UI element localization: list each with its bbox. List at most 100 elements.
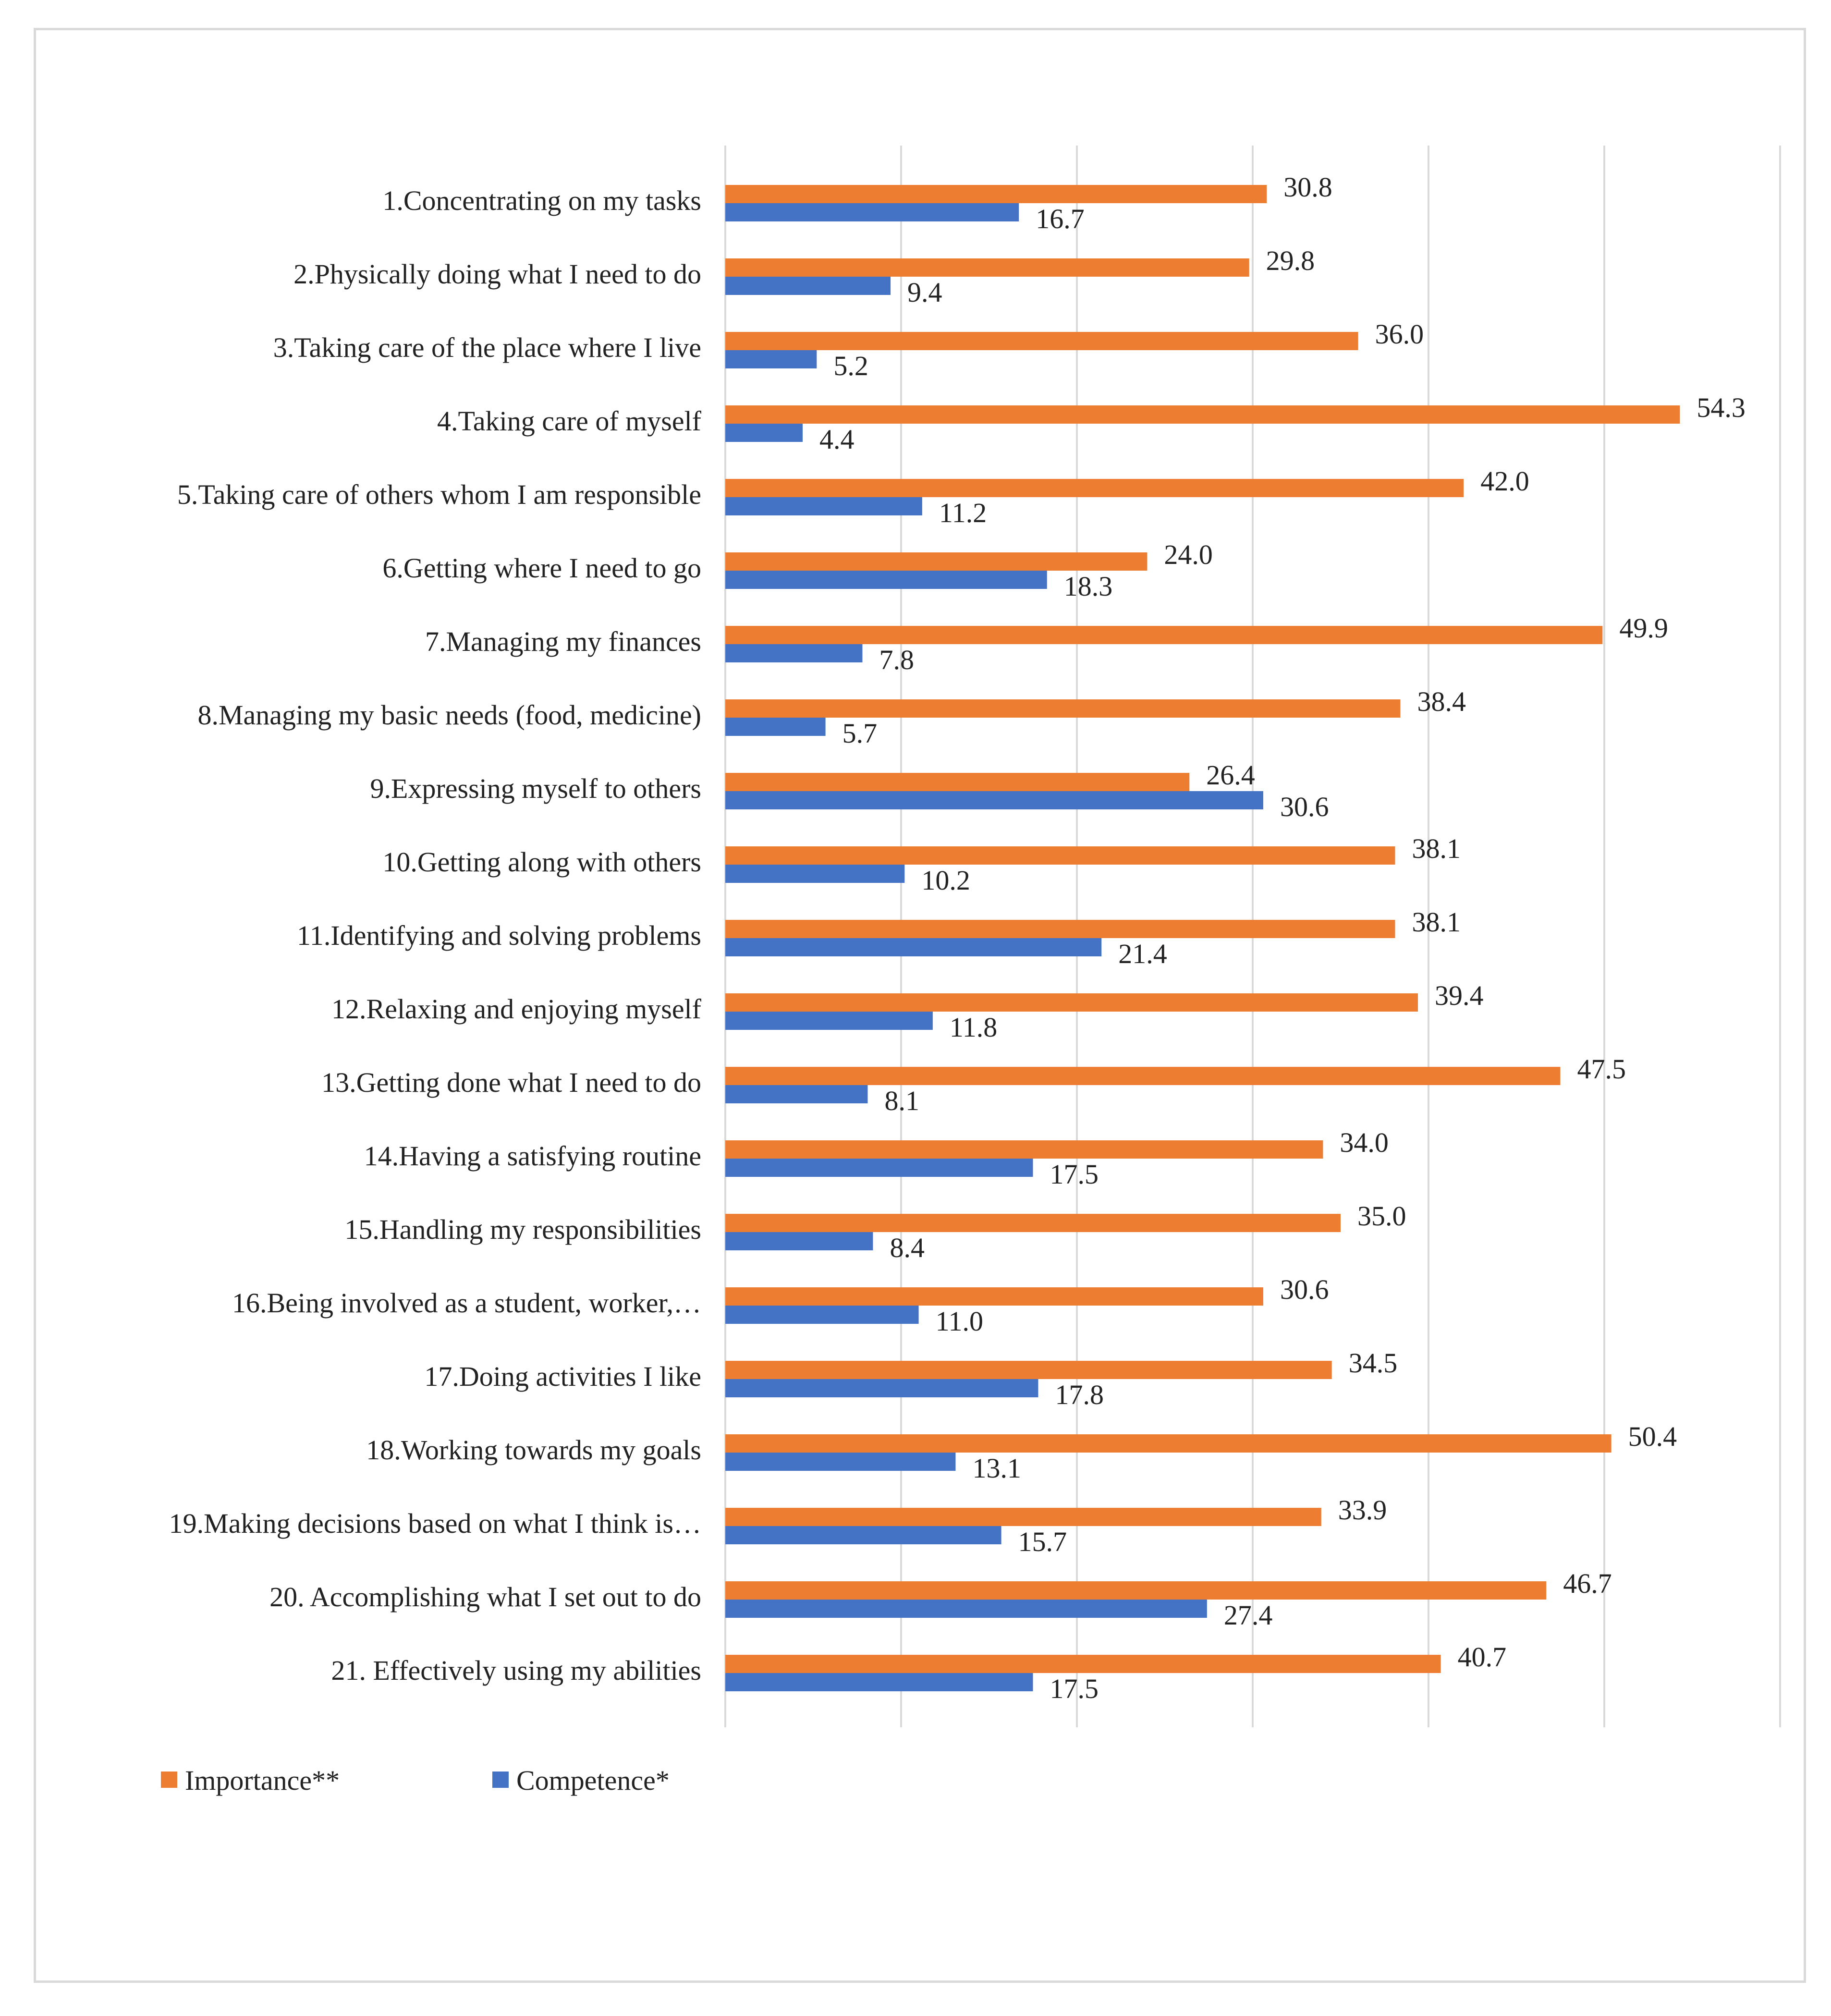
category-label-5: 5.Taking care of others whom I am respon… xyxy=(177,479,701,510)
value-label-importance-3: 36.0 xyxy=(1375,318,1424,350)
value-label-importance-10: 38.1 xyxy=(1412,833,1461,864)
value-label-importance-21: 40.7 xyxy=(1458,1641,1507,1673)
value-label-importance-20: 46.7 xyxy=(1563,1568,1612,1599)
category-label-11: 11.Identifying and solving problems xyxy=(297,920,701,951)
bar-importance-14 xyxy=(725,1140,1323,1159)
value-label-importance-17: 34.5 xyxy=(1349,1347,1398,1379)
value-label-competence-11: 21.4 xyxy=(1118,938,1167,969)
value-label-importance-18: 50.4 xyxy=(1628,1421,1677,1452)
category-label-21: 21. Effectively using my abilities xyxy=(331,1655,701,1686)
bar-importance-12 xyxy=(725,993,1418,1012)
bar-competence-13 xyxy=(725,1085,868,1103)
category-label-8: 8.Managing my basic needs (food, medicin… xyxy=(197,699,701,731)
bar-importance-11 xyxy=(725,920,1395,938)
value-label-importance-12: 39.4 xyxy=(1435,980,1484,1011)
bar-competence-8 xyxy=(725,718,826,736)
bar-competence-21 xyxy=(725,1673,1033,1691)
bar-importance-6 xyxy=(725,552,1147,571)
category-label-10: 10.Getting along with others xyxy=(382,846,701,878)
bar-competence-6 xyxy=(725,571,1047,589)
bar-importance-8 xyxy=(725,699,1401,718)
value-label-importance-8: 38.4 xyxy=(1417,686,1466,717)
bar-competence-4 xyxy=(725,424,803,442)
value-label-importance-13: 47.5 xyxy=(1577,1053,1626,1085)
value-label-importance-11: 38.1 xyxy=(1412,906,1461,938)
value-label-competence-2: 9.4 xyxy=(907,277,942,308)
value-label-competence-9: 30.6 xyxy=(1280,791,1329,822)
bar-competence-11 xyxy=(725,938,1102,956)
bar-importance-3 xyxy=(725,332,1358,350)
legend-swatch-competence xyxy=(492,1772,509,1788)
value-label-competence-3: 5.2 xyxy=(833,350,868,381)
category-label-14: 14.Having a satisfying routine xyxy=(364,1140,701,1172)
value-label-competence-5: 11.2 xyxy=(939,497,987,528)
bar-chart: 1.Concentrating on my tasks 30.8 16.7 2.Phy… xyxy=(161,146,1781,1796)
bar-importance-2 xyxy=(725,258,1249,277)
legend-label-competence: Competence* xyxy=(516,1765,670,1796)
category-label-15: 15.Handling my responsibilities xyxy=(344,1214,701,1245)
category-label-19: 19.Making decisions based on what I thin… xyxy=(169,1508,701,1539)
bar-importance-13 xyxy=(725,1067,1561,1085)
value-label-competence-14: 17.5 xyxy=(1050,1159,1099,1190)
value-label-competence-21: 17.5 xyxy=(1050,1673,1099,1704)
bar-competence-3 xyxy=(725,350,817,368)
value-label-competence-15: 8.4 xyxy=(890,1232,925,1263)
bar-importance-10 xyxy=(725,846,1395,865)
value-label-importance-4: 54.3 xyxy=(1697,392,1746,423)
category-label-7: 7.Managing my finances xyxy=(425,626,701,657)
bar-competence-18 xyxy=(725,1453,956,1471)
legend-swatch-importance xyxy=(161,1772,177,1788)
bars xyxy=(725,185,1680,1691)
bar-importance-21 xyxy=(725,1655,1441,1673)
legend: Importance** Competence* xyxy=(161,1765,670,1796)
category-label-16: 16.Being involved as a student, worker,… xyxy=(232,1287,701,1319)
value-label-competence-20: 27.4 xyxy=(1224,1600,1273,1631)
value-label-importance-15: 35.0 xyxy=(1357,1200,1406,1232)
value-label-competence-17: 17.8 xyxy=(1055,1379,1104,1410)
category-label-13: 13.Getting done what I need to do xyxy=(321,1067,701,1098)
bar-importance-20 xyxy=(725,1581,1547,1600)
value-label-importance-19: 33.9 xyxy=(1338,1494,1387,1526)
bar-competence-16 xyxy=(725,1306,919,1324)
value-label-importance-2: 29.8 xyxy=(1266,245,1315,276)
category-label-3: 3.Taking care of the place where I live xyxy=(273,332,701,363)
category-label-9: 9.Expressing myself to others xyxy=(370,773,701,804)
value-label-competence-7: 7.8 xyxy=(879,644,914,675)
value-label-competence-8: 5.7 xyxy=(842,718,878,749)
value-label-competence-4: 4.4 xyxy=(819,424,854,455)
value-label-competence-1: 16.7 xyxy=(1036,203,1085,234)
category-label-6: 6.Getting where I need to go xyxy=(382,552,701,584)
category-label-4: 4.Taking care of myself xyxy=(437,405,702,437)
bar-competence-14 xyxy=(725,1159,1033,1177)
bar-competence-1 xyxy=(725,203,1019,221)
bar-importance-16 xyxy=(725,1287,1263,1306)
value-label-competence-18: 13.1 xyxy=(972,1453,1021,1484)
category-label-1: 1.Concentrating on my tasks xyxy=(382,185,701,216)
bar-importance-5 xyxy=(725,479,1464,497)
bar-importance-17 xyxy=(725,1361,1332,1379)
bar-competence-12 xyxy=(725,1012,933,1030)
labels: 1.Concentrating on my tasks 30.8 16.7 2.Phy… xyxy=(169,171,1746,1704)
bar-competence-10 xyxy=(725,865,905,883)
value-label-competence-12: 11.8 xyxy=(950,1012,997,1043)
bar-competence-19 xyxy=(725,1526,1001,1544)
bar-importance-9 xyxy=(725,773,1190,791)
bar-importance-15 xyxy=(725,1214,1341,1232)
category-label-2: 2.Physically doing what I need to do xyxy=(293,258,701,290)
value-label-competence-10: 10.2 xyxy=(921,865,970,896)
value-label-competence-6: 18.3 xyxy=(1064,571,1113,602)
category-label-12: 12.Relaxing and enjoying myself xyxy=(331,993,702,1025)
value-label-competence-13: 8.1 xyxy=(884,1085,919,1116)
value-label-importance-16: 30.6 xyxy=(1280,1274,1329,1305)
bar-importance-18 xyxy=(725,1434,1611,1453)
value-label-importance-14: 34.0 xyxy=(1340,1127,1389,1158)
chart-frame: 1.Concentrating on my tasks 30.8 16.7 2.Phy… xyxy=(34,28,1806,1983)
legend-label-importance: Importance** xyxy=(185,1765,340,1796)
bar-competence-2 xyxy=(725,277,891,295)
bar-importance-19 xyxy=(725,1508,1321,1526)
category-label-18: 18.Working towards my goals xyxy=(366,1434,701,1466)
value-label-importance-6: 24.0 xyxy=(1164,539,1213,570)
bar-importance-4 xyxy=(725,405,1680,424)
value-label-importance-9: 26.4 xyxy=(1206,759,1255,791)
value-label-importance-5: 42.0 xyxy=(1480,465,1529,497)
